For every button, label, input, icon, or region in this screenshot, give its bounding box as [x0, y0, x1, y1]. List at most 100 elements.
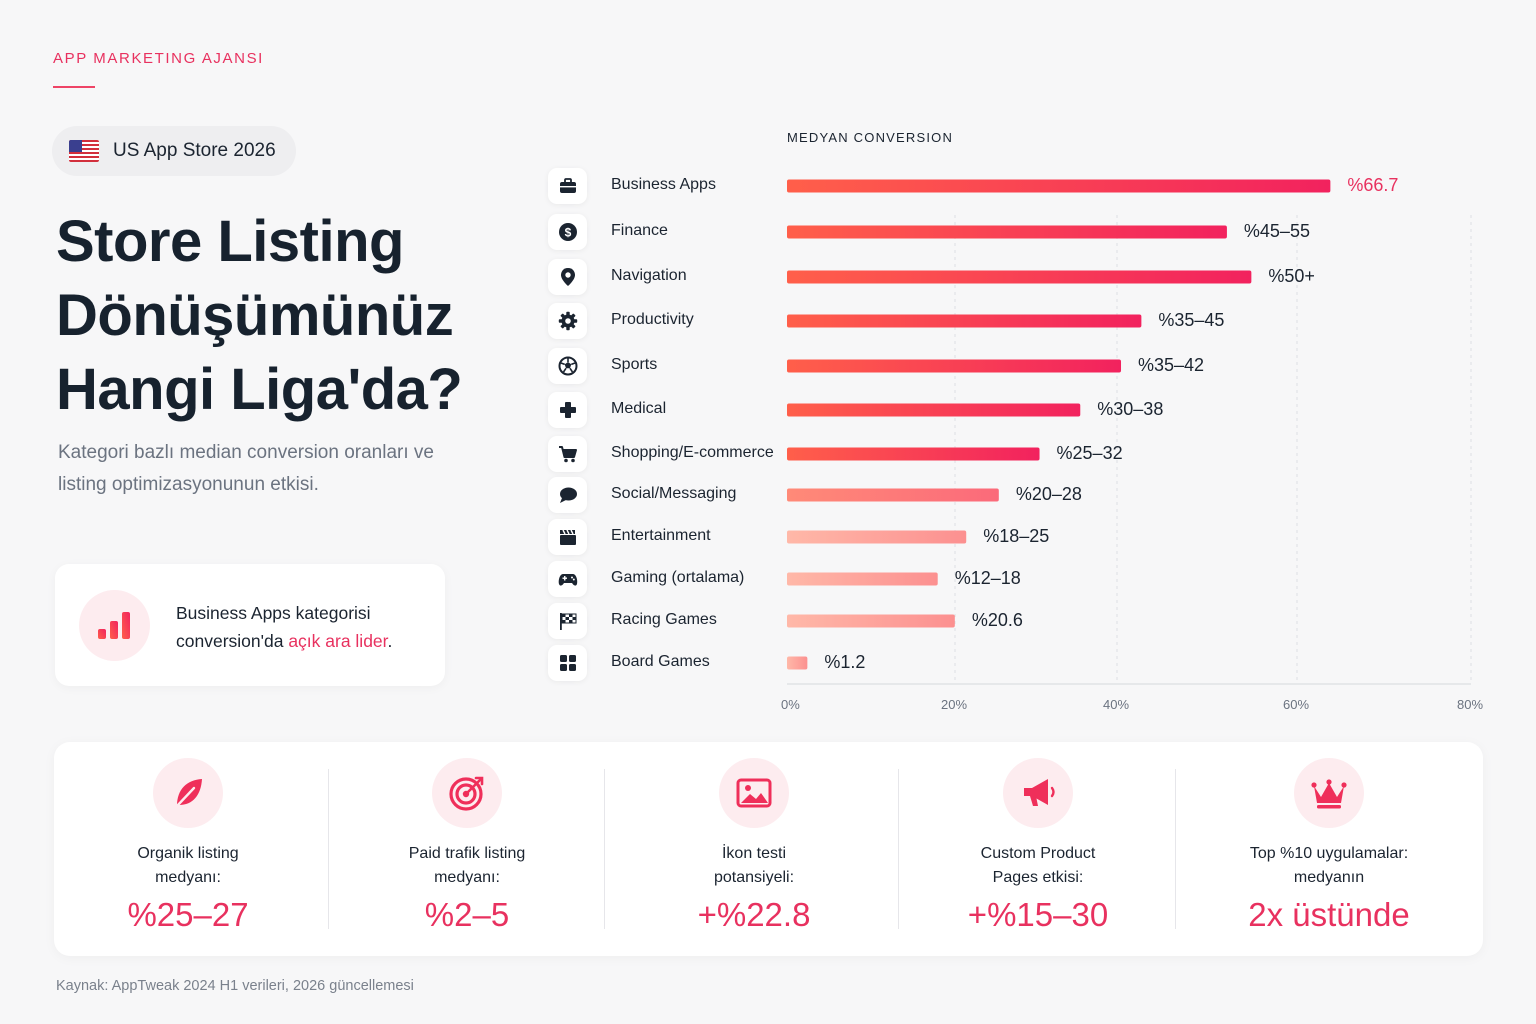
bar-chart-icon — [79, 590, 150, 661]
chat-bubble-icon — [548, 477, 587, 513]
bar — [787, 270, 1252, 284]
map-pin-icon — [548, 259, 587, 295]
bar-value-label: %12–18 — [954, 568, 1021, 588]
stat-label-line: Custom Product — [980, 845, 1096, 862]
stat-label: Paid trafik listing medyanı: — [367, 842, 567, 890]
title-line: Hangi Liga'da? — [56, 357, 463, 422]
gear-icon — [548, 303, 587, 339]
bar — [787, 656, 808, 670]
category-label: Entertainment — [611, 527, 711, 544]
stat-value: +%15–30 — [967, 896, 1109, 933]
medical-cross-icon — [548, 392, 587, 428]
bar-value-label: %30–38 — [1097, 399, 1164, 419]
x-tick-label: 60% — [1283, 697, 1310, 712]
bar-value-label: %45–55 — [1243, 221, 1310, 241]
stat-label-line: İkon testi — [721, 845, 787, 862]
bar — [787, 225, 1227, 239]
x-tick-label: 40% — [1103, 697, 1130, 712]
title-line: Store Listing — [56, 209, 404, 274]
stat-divider — [1175, 769, 1176, 929]
stat-label-line: Pages etkisi: — [992, 869, 1084, 886]
us-flag-icon — [69, 140, 99, 162]
stat-label-line: Organik listing — [137, 845, 239, 862]
svg-text:$: $ — [564, 226, 571, 240]
bar-value-label: %20.6 — [971, 610, 1023, 630]
bar-value-label: %25–32 — [1056, 443, 1123, 463]
category-label: Board Games — [611, 653, 710, 670]
bar-value-label: %35–45 — [1158, 310, 1225, 330]
target-icon — [432, 758, 502, 828]
category-label: Finance — [611, 222, 668, 239]
soccer-ball-icon — [548, 348, 587, 384]
shopping-cart-icon — [548, 436, 587, 472]
source-note: Kaynak: AppTweak 2024 H1 verileri, 2026 … — [56, 978, 414, 994]
board-grid-icon — [548, 645, 587, 681]
bar — [787, 614, 955, 628]
stat-label-line: Paid trafik listing — [408, 845, 526, 862]
stat-label: İkon testi potansiyeli: — [654, 842, 854, 890]
briefcase-icon — [548, 168, 587, 204]
bar-value-label: %20–28 — [1015, 484, 1082, 504]
stat-label: Custom Product Pages etkisi: — [938, 842, 1138, 890]
title-line: Dönüşümünüz — [56, 283, 454, 348]
category-label: Productivity — [611, 311, 694, 328]
store-badge-label: US App Store 2026 — [113, 140, 276, 161]
chart-header: MEDYAN CONVERSION — [787, 130, 954, 145]
callout-text-end: . — [387, 631, 393, 651]
stats-panel: Organik listing medyanı: %25–27 Paid tra… — [54, 742, 1483, 956]
category-label: Navigation — [611, 267, 687, 284]
stat-value: 2x üstünde — [1248, 896, 1410, 933]
bar-value-label: %1.2 — [824, 652, 866, 672]
checkered-flag-icon — [548, 603, 587, 639]
store-badge: US App Store 2026 — [52, 126, 296, 176]
bar — [787, 488, 999, 502]
category-label: Gaming (ortalama) — [611, 569, 745, 586]
page-title: Store Listing Dönüşümünüz Hangi Liga'da? — [56, 205, 516, 427]
page-subtitle: Kategori bazlı median conversion oranlar… — [58, 442, 434, 495]
callout-highlight: açık ara lider — [288, 631, 388, 651]
bar — [787, 572, 938, 586]
stat-divider — [604, 769, 605, 929]
stat-label-line: medyanı: — [434, 869, 500, 886]
bar-value-label: %18–25 — [983, 526, 1050, 546]
stat-divider — [328, 769, 329, 929]
stat-label-line: medyanın — [1293, 869, 1365, 886]
stat-value: %25–27 — [127, 896, 249, 933]
category-label: Business Apps — [611, 176, 716, 193]
category-label: Medical — [611, 400, 667, 417]
bar — [787, 179, 1331, 193]
megaphone-icon — [1003, 758, 1073, 828]
x-tick-label: 20% — [941, 697, 968, 712]
x-tick-label: 0% — [781, 697, 800, 712]
category-label: Racing Games — [611, 611, 717, 628]
agency-label: APP MARKETING AJANSI — [53, 50, 264, 67]
bar — [787, 314, 1142, 328]
bar-value-label: %35–42 — [1138, 355, 1205, 375]
bar — [787, 359, 1122, 373]
bar-value-label: %50+ — [1268, 266, 1315, 286]
agency-underline — [53, 86, 95, 88]
gamepad-icon — [548, 561, 587, 597]
callout-text: Business Apps kategorisi conversion'da a… — [176, 599, 436, 655]
image-icon — [719, 758, 789, 828]
stat-label-line: Top %10 uygulamalar: — [1249, 845, 1409, 862]
stat-card: İkon testi potansiyeli: +%22.8 — [654, 742, 854, 956]
stat-card: Organik listing medyanı: %25–27 — [88, 742, 288, 956]
stat-card: Custom Product Pages etkisi: +%15–30 — [938, 742, 1138, 956]
bar — [787, 403, 1081, 417]
category-label: Shopping/E-commerce — [611, 444, 774, 461]
crown-icon — [1294, 758, 1364, 828]
category-label: Social/Messaging — [611, 485, 737, 502]
x-tick-label: 80% — [1457, 697, 1484, 712]
conversion-bar-chart — [787, 179, 1472, 685]
insight-callout: Business Apps kategorisi conversion'da a… — [55, 564, 445, 686]
stat-label-line: medyanı: — [155, 869, 221, 886]
category-label: Sports — [611, 356, 658, 373]
leaf-icon — [153, 758, 223, 828]
stat-value: +%22.8 — [697, 896, 811, 933]
clapperboard-icon — [548, 519, 587, 555]
stat-label-line: potansiyeli: — [713, 869, 795, 886]
dollar-icon: $ — [548, 214, 587, 250]
callout-text-main: Business Apps kategorisi conversion'da — [176, 603, 371, 651]
bar — [787, 447, 1040, 461]
